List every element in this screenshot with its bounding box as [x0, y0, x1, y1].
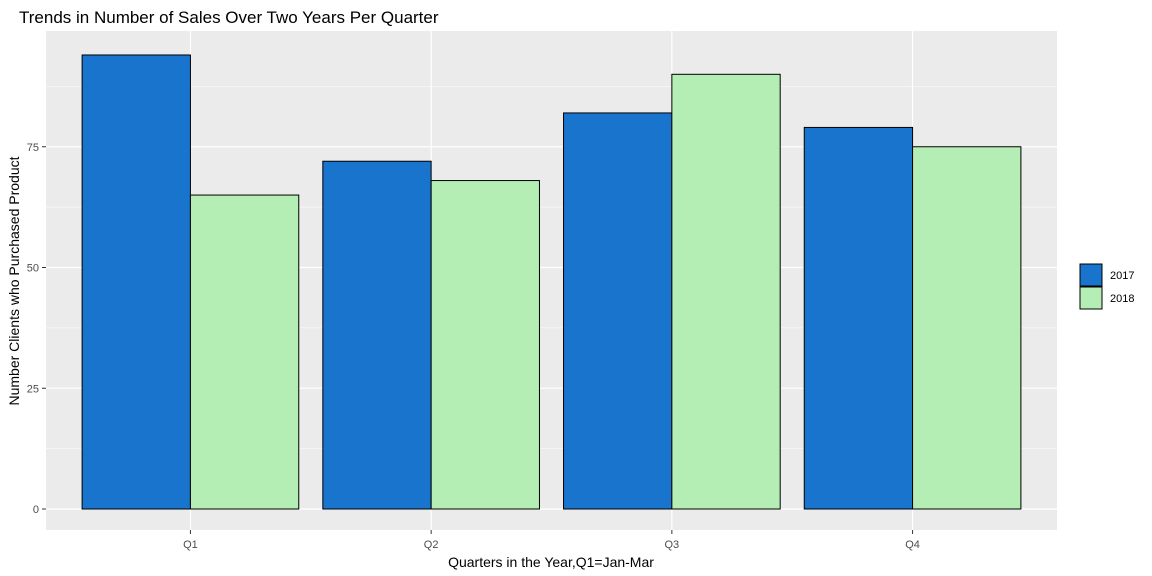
y-tick-label: 75 — [27, 142, 39, 154]
bar-2018-Q3 — [671, 73, 781, 510]
x-axis-ticks: Q1 Q2 Q3 Q4 — [183, 530, 920, 551]
y-tick-label: 50 — [27, 263, 39, 275]
bar-2017-Q2 — [322, 160, 432, 510]
bars — [81, 54, 1022, 510]
x-tick-label: Q2 — [424, 539, 439, 551]
x-axis-title: Quarters in the Year,Q1=Jan-Mar — [448, 554, 654, 570]
y-tick-label: 25 — [27, 383, 39, 395]
legend-label-2018: 2018 — [1110, 293, 1134, 305]
legend-key-2018 — [1079, 286, 1103, 310]
bar-2017-Q1 — [81, 54, 191, 510]
bar-2018-Q2 — [430, 180, 540, 510]
bar-2018-Q1 — [189, 194, 300, 510]
bar-2017-Q4 — [803, 126, 914, 510]
y-axis-title: Number Clients who Purchased Product — [6, 156, 22, 405]
x-tick-label: Q1 — [183, 539, 198, 551]
legend-label-2017: 2017 — [1110, 270, 1134, 282]
y-axis-ticks: 0 25 50 75 — [27, 142, 46, 516]
legend-key-2017 — [1079, 263, 1103, 287]
y-tick-label: 0 — [33, 504, 39, 516]
x-tick-label: Q4 — [905, 539, 920, 551]
x-tick-label: Q3 — [665, 539, 680, 551]
bar-2018-Q4 — [912, 146, 1022, 510]
chart-title: Trends in Number of Sales Over Two Years… — [19, 8, 439, 27]
bar-2017-Q3 — [563, 112, 673, 510]
legend: 2017 2018 — [1079, 263, 1134, 310]
